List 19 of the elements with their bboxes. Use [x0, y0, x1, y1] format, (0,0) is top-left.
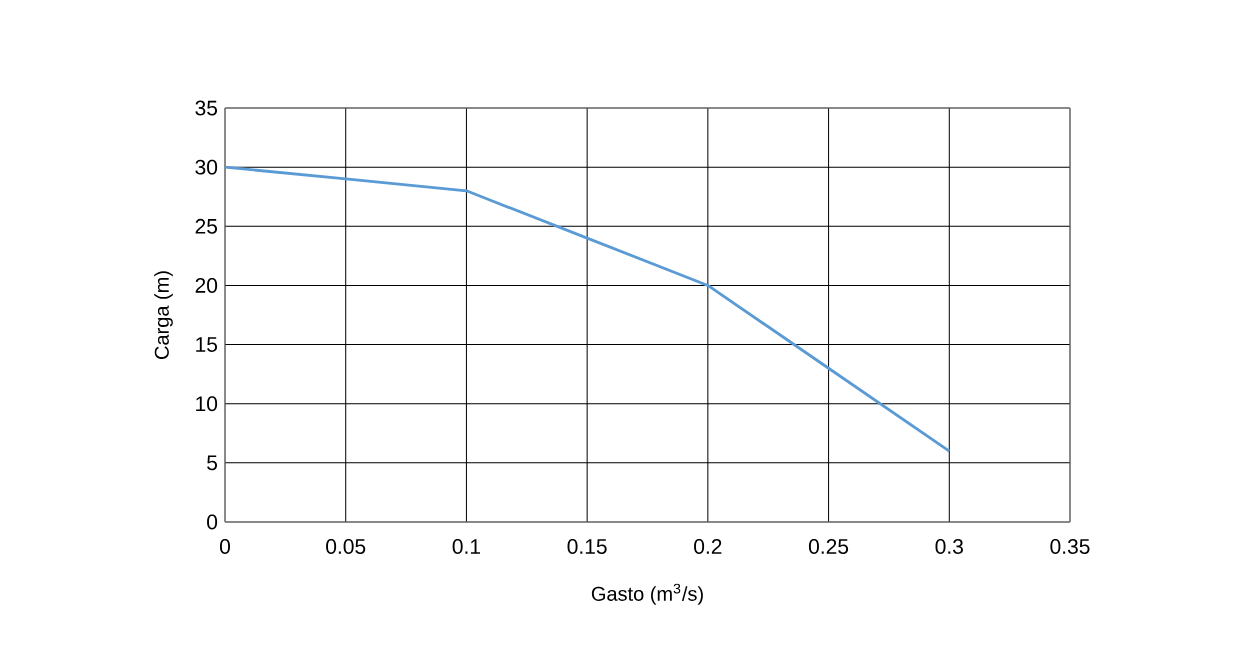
y-tick-label: 25 [195, 218, 218, 234]
y-tick-label: 15 [196, 337, 218, 352]
line-series [225, 165, 951, 453]
x-tick-label: 0.3 [935, 539, 963, 554]
y-tick-label: 20 [195, 278, 218, 293]
x-tick-label: 0.1 [452, 539, 480, 554]
x-tick-label: 0.05 [326, 539, 366, 554]
x-tick-label: 0.2 [694, 539, 722, 554]
y-tick-label: 0 [207, 514, 218, 530]
y-tick-label: 5 [207, 455, 218, 471]
x-tick-label: 0 [219, 539, 231, 554]
x-tick-label: 0.35 [1050, 539, 1090, 554]
y-axis-title: Carga (m) [154, 271, 173, 360]
x-axis-title: Gasto (m$^{3}$/s) [591, 583, 703, 605]
y-tick-label: 30 [195, 159, 218, 175]
x-tick-label: 0.25 [808, 539, 849, 554]
y-tick-label: 10 [196, 396, 218, 412]
x-tick-label: 0.15 [567, 539, 607, 554]
y-tick-label: 35 [195, 100, 218, 116]
